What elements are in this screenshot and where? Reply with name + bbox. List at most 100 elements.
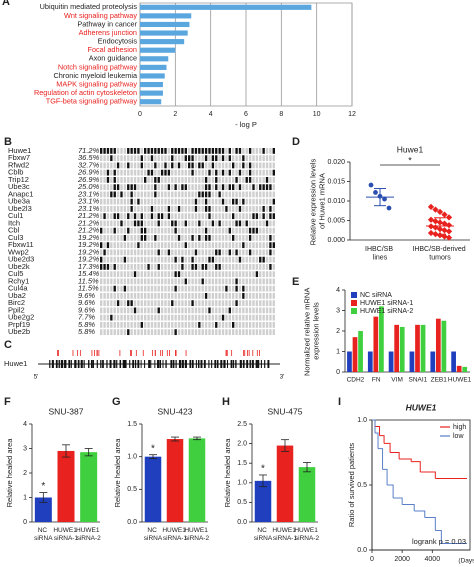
- alteration: [208, 191, 211, 198]
- exon: [260, 360, 262, 368]
- sample-cell: [157, 162, 160, 169]
- alteration: [211, 155, 215, 162]
- sample-cell: [211, 293, 215, 299]
- alteration: [127, 184, 130, 191]
- sample-cell: [181, 206, 184, 212]
- sample-cell: [225, 256, 228, 263]
- bar: [140, 73, 165, 79]
- exon: [77, 360, 80, 368]
- category-label: Endocytosis: [98, 37, 138, 46]
- sample-cell: [130, 322, 133, 328]
- y-tick-label: 0.5: [237, 499, 247, 506]
- sample-cell: [211, 307, 215, 314]
- sample-cell: [157, 206, 160, 212]
- alteration: [221, 314, 225, 321]
- alteration: [242, 198, 245, 205]
- sample-cell: [208, 300, 211, 307]
- sample-cell: [248, 322, 252, 328]
- exon: [116, 360, 118, 368]
- sample-cell: [255, 314, 259, 321]
- sample-cell: [130, 177, 133, 183]
- alteration: [252, 213, 255, 220]
- alteration: [194, 206, 198, 212]
- sample-cell: [265, 227, 269, 234]
- sample-cell: [160, 322, 164, 328]
- sample-cell: [228, 235, 231, 241]
- sample-cell: [201, 314, 204, 321]
- sample-cell: [154, 271, 157, 278]
- sample-cell: [208, 329, 211, 336]
- sample-cell: [201, 242, 204, 249]
- sample-cell: [103, 198, 106, 205]
- sample-cell: [113, 198, 116, 205]
- sample-cell: [147, 227, 150, 234]
- bar: [394, 324, 400, 372]
- sample-cell: [225, 148, 228, 154]
- sample-cell: [225, 293, 228, 299]
- sample-cell: [184, 177, 187, 183]
- sample-cell: [204, 307, 208, 314]
- percent-label: 5.8%: [78, 327, 95, 336]
- category-label: TGF-beta signaling pathway: [46, 97, 138, 106]
- sample-cell: [100, 213, 103, 220]
- panel-letter: C: [4, 339, 12, 351]
- sample-cell: [245, 322, 248, 328]
- sample-cell: [211, 271, 215, 278]
- alteration: [157, 307, 160, 314]
- sample-cell: [211, 300, 215, 307]
- sample-cell: [242, 227, 245, 234]
- sample-cell: [144, 314, 147, 321]
- sample-cell: [154, 206, 157, 212]
- sample-cell: [215, 191, 218, 198]
- sample-cell: [106, 155, 110, 162]
- sample-cell: [123, 271, 127, 278]
- y-tick-label: 3: [23, 445, 27, 452]
- sample-cell: [137, 322, 140, 328]
- exon: [242, 360, 245, 368]
- alteration: [272, 169, 275, 176]
- sample-cell: [140, 329, 143, 336]
- sample-cell: [204, 162, 208, 169]
- sample-cell: [265, 329, 269, 336]
- sample-cell: [221, 220, 225, 227]
- percent-label: 25.0%: [77, 182, 100, 191]
- alteration: [242, 293, 245, 299]
- sample-cell: [140, 278, 143, 285]
- sample-cell: [133, 285, 137, 292]
- sample-cell: [221, 256, 225, 263]
- sample-cell: [160, 300, 164, 307]
- alteration: [248, 169, 252, 176]
- alteration: [188, 155, 191, 162]
- sample-cell: [130, 293, 133, 299]
- sample-cell: [100, 249, 103, 256]
- sample-cell: [198, 242, 201, 249]
- panel-letter: F: [4, 396, 11, 408]
- exon: [102, 360, 104, 368]
- sample-cell: [120, 293, 123, 299]
- exon: [55, 360, 58, 368]
- sample-cell: [184, 191, 187, 198]
- sample-cell: [221, 235, 225, 241]
- bar: [140, 56, 169, 62]
- exon: [157, 360, 160, 368]
- sample-cell: [188, 169, 191, 176]
- alteration: [235, 177, 238, 183]
- alteration: [113, 191, 116, 198]
- sample-cell: [164, 220, 167, 227]
- sample-cell: [259, 206, 262, 212]
- gene-label: Cul3: [8, 233, 23, 242]
- sample-cell: [110, 256, 113, 263]
- alteration: [255, 271, 259, 278]
- alteration: [198, 148, 201, 154]
- alteration: [191, 155, 194, 162]
- sample-cell: [120, 184, 123, 191]
- sample-cell: [272, 249, 275, 256]
- sample-cell: [238, 242, 242, 249]
- category-label: Ubiquitin mediated proteolysis: [40, 2, 138, 11]
- sample-cell: [228, 191, 231, 198]
- sample-cell: [120, 329, 123, 336]
- sample-cell: [164, 329, 167, 336]
- sample-cell: [245, 206, 248, 212]
- sample-cell: [157, 278, 160, 285]
- sample-cell: [218, 307, 221, 314]
